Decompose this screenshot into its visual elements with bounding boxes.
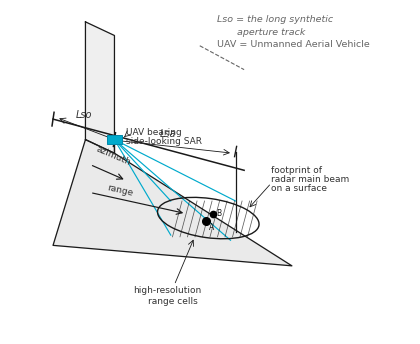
Text: Lso = the long synthetic: Lso = the long synthetic xyxy=(217,15,333,24)
Text: footprint of: footprint of xyxy=(271,166,323,175)
Text: B: B xyxy=(216,209,221,218)
Polygon shape xyxy=(107,136,122,144)
Polygon shape xyxy=(53,140,292,266)
Text: A: A xyxy=(209,223,214,232)
Text: azimuth: azimuth xyxy=(95,144,132,167)
Text: UAV bearing: UAV bearing xyxy=(126,128,182,137)
Text: Lso: Lso xyxy=(76,110,92,120)
Text: aperture track: aperture track xyxy=(237,28,306,37)
Text: Lsa: Lsa xyxy=(160,129,176,139)
Polygon shape xyxy=(85,22,115,153)
Text: side-looking SAR: side-looking SAR xyxy=(126,137,202,146)
Text: on a surface: on a surface xyxy=(271,184,328,193)
Text: high-resolution: high-resolution xyxy=(133,286,202,295)
Text: UAV = Unmanned Aerial Vehicle: UAV = Unmanned Aerial Vehicle xyxy=(217,40,370,49)
Text: range cells: range cells xyxy=(147,297,197,305)
Text: range: range xyxy=(106,184,134,198)
Text: radar main beam: radar main beam xyxy=(271,175,350,184)
